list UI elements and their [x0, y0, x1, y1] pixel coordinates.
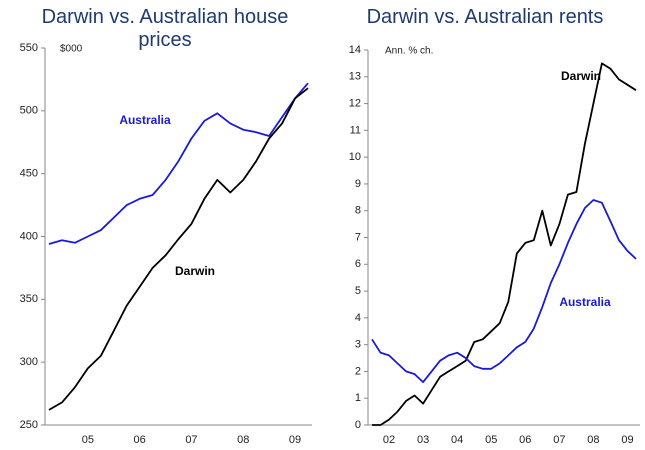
x-tick-label: 04	[451, 434, 463, 446]
y-tick-label: 6	[355, 258, 361, 270]
y-tick-label: 2	[355, 365, 361, 377]
y-tick-label: 7	[355, 231, 361, 243]
unit-label: $000	[60, 44, 83, 55]
series-line	[371, 199, 637, 383]
unit-label: Ann. % ch.	[385, 46, 433, 57]
y-tick-label: 9	[355, 178, 361, 190]
y-tick-label: 350	[20, 293, 38, 305]
x-tick-label: 02	[383, 434, 395, 446]
series-line	[372, 62, 637, 426]
y-tick-label: 11	[350, 124, 361, 136]
y-tick-label: 450	[20, 168, 38, 180]
y-tick-label: 250	[20, 419, 38, 431]
series-line	[48, 82, 309, 245]
y-tick-label: 300	[20, 356, 38, 368]
chart-title: Darwin vs. Australian house prices	[41, 6, 289, 51]
series-label: Darwin	[561, 69, 601, 83]
y-tick-label: 550	[20, 42, 38, 54]
y-tick-label: 12	[349, 97, 361, 109]
series-label: Darwin	[175, 264, 215, 278]
y-tick-label: 5	[355, 285, 361, 297]
x-tick-label: 06	[519, 434, 531, 446]
chart-title: Darwin vs. Australian rents	[366, 6, 604, 28]
y-tick-label: 1	[355, 392, 361, 404]
x-tick-label: 08	[237, 434, 249, 446]
x-tick-label: 07	[185, 434, 197, 446]
x-tick-label: 06	[134, 434, 146, 446]
series-label: Australia	[119, 113, 171, 127]
series-line	[48, 87, 309, 411]
y-tick-label: 400	[20, 230, 38, 242]
y-tick-label: 8	[355, 205, 361, 217]
x-tick-label: 05	[82, 434, 94, 446]
x-tick-label: 07	[553, 434, 565, 446]
y-tick-label: 0	[355, 419, 361, 431]
x-tick-label: 05	[485, 434, 497, 446]
y-tick-label: 13	[349, 71, 361, 83]
x-tick-label: 09	[289, 434, 301, 446]
series-label: Australia	[559, 295, 611, 309]
x-tick-label: 03	[417, 434, 429, 446]
y-tick-label: 14	[349, 44, 361, 56]
x-tick-label: 08	[587, 434, 599, 446]
x-tick-label: 09	[621, 434, 633, 446]
y-tick-label: 500	[20, 105, 38, 117]
y-tick-label: 10	[349, 151, 361, 163]
y-tick-label: 3	[355, 339, 361, 351]
y-tick-label: 4	[355, 312, 361, 324]
